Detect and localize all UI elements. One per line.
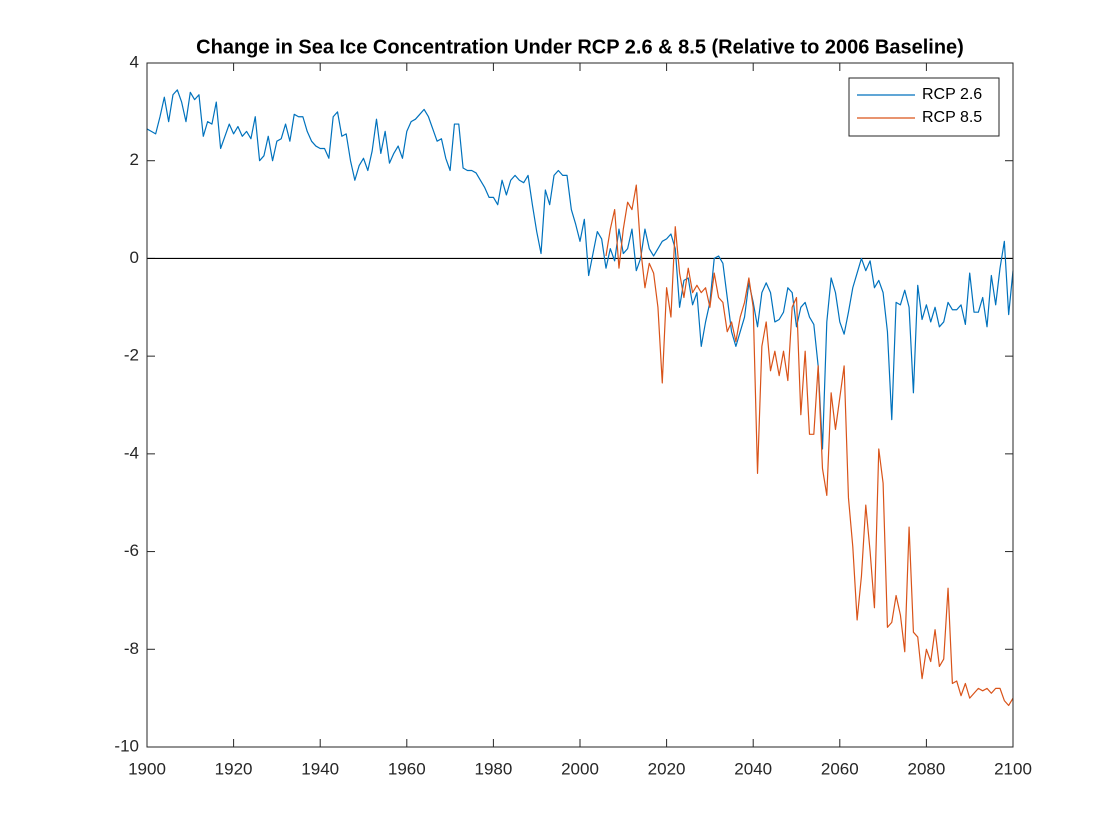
y-tick-label: -10	[114, 736, 139, 755]
x-tick-label: 2000	[561, 759, 599, 778]
y-tick-label: 2	[130, 150, 139, 169]
x-tick-label: 2060	[821, 759, 859, 778]
y-tick-label: 4	[130, 52, 139, 71]
x-tick-label: 2100	[994, 759, 1032, 778]
x-tick-label: 1980	[474, 759, 512, 778]
legend: RCP 2.6 RCP 8.5	[848, 77, 1000, 137]
legend-label: RCP 8.5	[922, 109, 982, 126]
chart-title: Change in Sea Ice Concentration Under RC…	[196, 36, 964, 58]
x-tick-label: 2040	[734, 759, 772, 778]
plot-frame	[146, 62, 1014, 748]
y-tick-label: 0	[130, 248, 139, 267]
x-tick-label: 2020	[648, 759, 686, 778]
y-tick-label: -4	[124, 443, 139, 462]
series-line	[605, 184, 1014, 707]
x-tick-label: 1960	[388, 759, 426, 778]
legend-label: RCP 2.6	[922, 86, 982, 103]
x-tick-label: 1920	[215, 759, 253, 778]
x-tick-label: 2080	[907, 759, 945, 778]
y-tick-label: -6	[124, 541, 139, 560]
series-line	[146, 89, 1014, 450]
y-tick-label: -2	[124, 346, 139, 365]
x-tick-label: 1940	[301, 759, 339, 778]
y-tick-label: -8	[124, 639, 139, 658]
x-tick-label: 1900	[128, 759, 166, 778]
legend-box	[848, 77, 1000, 137]
